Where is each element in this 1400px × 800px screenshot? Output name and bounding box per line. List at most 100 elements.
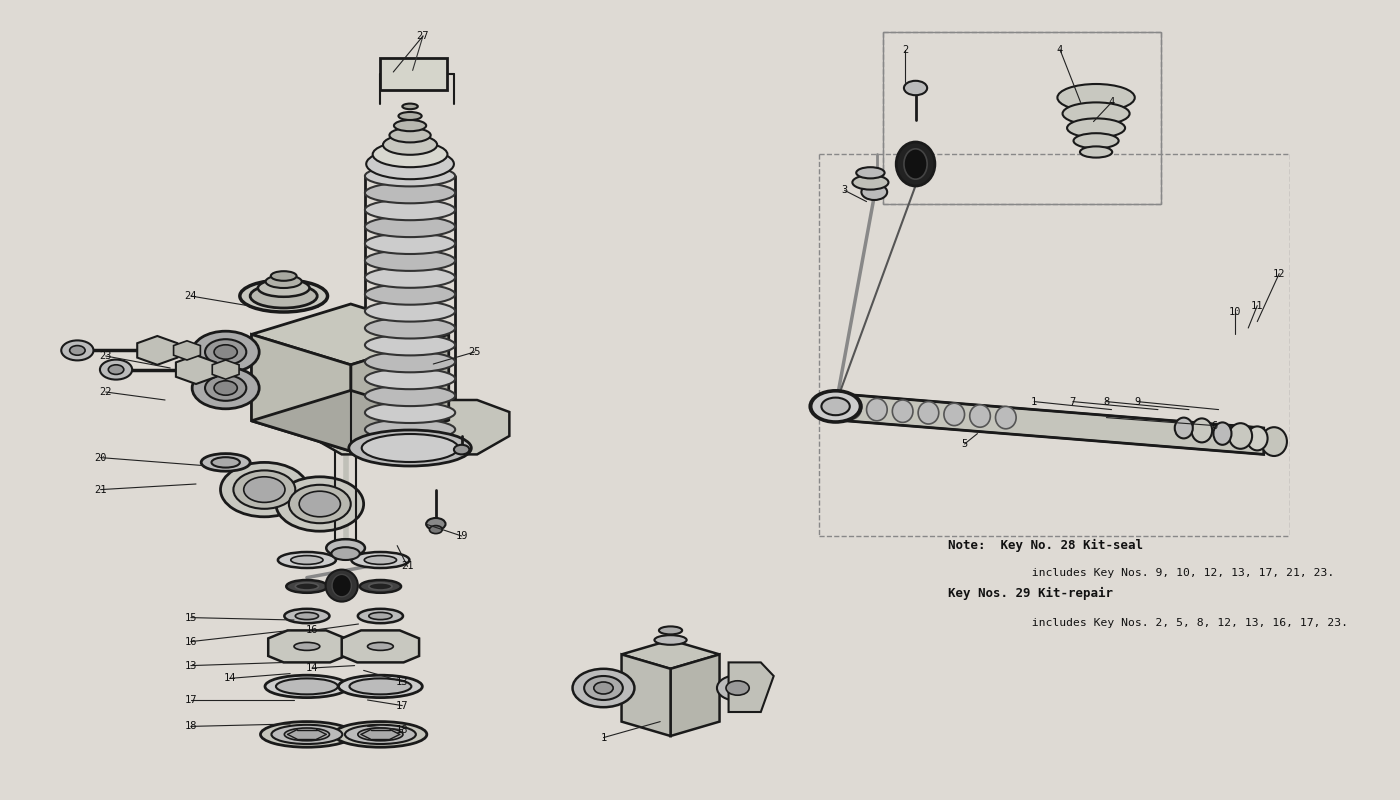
Ellipse shape	[360, 580, 400, 593]
Text: 21: 21	[402, 562, 414, 571]
Ellipse shape	[368, 613, 392, 619]
Ellipse shape	[365, 334, 455, 355]
Ellipse shape	[277, 552, 336, 568]
Polygon shape	[671, 654, 720, 736]
Ellipse shape	[1191, 418, 1212, 442]
Text: 2: 2	[902, 45, 909, 54]
Ellipse shape	[995, 406, 1016, 429]
Ellipse shape	[108, 365, 123, 374]
Ellipse shape	[365, 318, 455, 338]
Ellipse shape	[365, 402, 455, 423]
Text: includes Key Nos. 2, 5, 8, 12, 13, 16, 17, 23.: includes Key Nos. 2, 5, 8, 12, 13, 16, 1…	[963, 618, 1348, 628]
Ellipse shape	[573, 669, 634, 707]
Ellipse shape	[389, 128, 431, 142]
Ellipse shape	[272, 725, 343, 744]
Ellipse shape	[402, 103, 417, 109]
Ellipse shape	[594, 682, 613, 694]
Polygon shape	[213, 360, 239, 379]
Ellipse shape	[265, 675, 349, 698]
Ellipse shape	[294, 642, 319, 650]
Ellipse shape	[365, 284, 455, 305]
Ellipse shape	[365, 166, 455, 186]
Polygon shape	[309, 400, 510, 454]
Text: 17: 17	[185, 695, 197, 705]
Text: 4: 4	[1057, 45, 1063, 54]
Text: 18: 18	[185, 722, 197, 731]
Ellipse shape	[192, 331, 259, 373]
Ellipse shape	[266, 275, 302, 288]
Polygon shape	[269, 630, 346, 662]
Ellipse shape	[454, 445, 469, 454]
Text: 14: 14	[305, 663, 318, 673]
Ellipse shape	[365, 301, 455, 322]
Ellipse shape	[244, 477, 286, 502]
Polygon shape	[351, 334, 449, 451]
Ellipse shape	[284, 728, 329, 741]
Ellipse shape	[204, 375, 246, 401]
Text: 25: 25	[468, 347, 480, 357]
Ellipse shape	[853, 175, 889, 190]
Ellipse shape	[221, 462, 308, 517]
Text: 1: 1	[601, 733, 606, 742]
Text: 14: 14	[223, 674, 235, 683]
Ellipse shape	[654, 635, 686, 645]
Ellipse shape	[861, 184, 888, 200]
Polygon shape	[836, 394, 1264, 454]
Text: 8: 8	[1103, 397, 1110, 406]
Ellipse shape	[1067, 118, 1126, 138]
Ellipse shape	[1175, 418, 1193, 438]
Ellipse shape	[393, 120, 426, 131]
Polygon shape	[137, 336, 178, 365]
Ellipse shape	[1074, 134, 1119, 149]
Bar	[381, 58, 448, 90]
Ellipse shape	[270, 271, 297, 281]
Text: 24: 24	[185, 291, 197, 301]
Text: 17: 17	[396, 701, 409, 710]
Ellipse shape	[904, 81, 927, 95]
Ellipse shape	[276, 477, 364, 531]
Text: 9: 9	[1134, 397, 1141, 406]
Ellipse shape	[1229, 423, 1252, 449]
Ellipse shape	[300, 491, 340, 517]
Polygon shape	[176, 355, 216, 384]
Polygon shape	[252, 334, 351, 451]
Ellipse shape	[811, 391, 860, 422]
Text: 12: 12	[1273, 269, 1285, 278]
Ellipse shape	[1247, 426, 1267, 450]
Ellipse shape	[727, 681, 749, 695]
Ellipse shape	[384, 134, 437, 154]
Ellipse shape	[349, 430, 472, 466]
Ellipse shape	[364, 555, 396, 565]
Polygon shape	[252, 390, 449, 451]
Polygon shape	[174, 341, 200, 360]
Text: 4: 4	[1109, 98, 1114, 107]
Ellipse shape	[365, 250, 455, 271]
Text: includes Key Nos. 9, 10, 12, 13, 17, 21, 23.: includes Key Nos. 9, 10, 12, 13, 17, 21,…	[963, 568, 1334, 578]
Ellipse shape	[214, 345, 237, 359]
Text: 11: 11	[1252, 301, 1264, 310]
Ellipse shape	[857, 167, 885, 178]
Polygon shape	[728, 662, 774, 712]
Ellipse shape	[335, 722, 427, 747]
Ellipse shape	[399, 112, 421, 120]
Ellipse shape	[258, 279, 309, 297]
Ellipse shape	[365, 351, 455, 372]
Ellipse shape	[276, 678, 337, 694]
Ellipse shape	[286, 580, 328, 593]
Text: 3: 3	[841, 186, 848, 195]
Text: 16: 16	[185, 637, 197, 646]
Text: 5: 5	[962, 439, 967, 449]
Ellipse shape	[809, 390, 861, 422]
Ellipse shape	[818, 395, 854, 418]
Ellipse shape	[326, 570, 358, 602]
Ellipse shape	[584, 676, 623, 700]
Text: 13: 13	[185, 661, 197, 670]
Ellipse shape	[365, 436, 455, 457]
Ellipse shape	[350, 678, 412, 694]
Ellipse shape	[365, 267, 455, 288]
Ellipse shape	[659, 626, 682, 634]
Polygon shape	[252, 304, 449, 365]
Text: 23: 23	[99, 351, 112, 361]
Ellipse shape	[1261, 427, 1287, 456]
Ellipse shape	[867, 398, 888, 421]
